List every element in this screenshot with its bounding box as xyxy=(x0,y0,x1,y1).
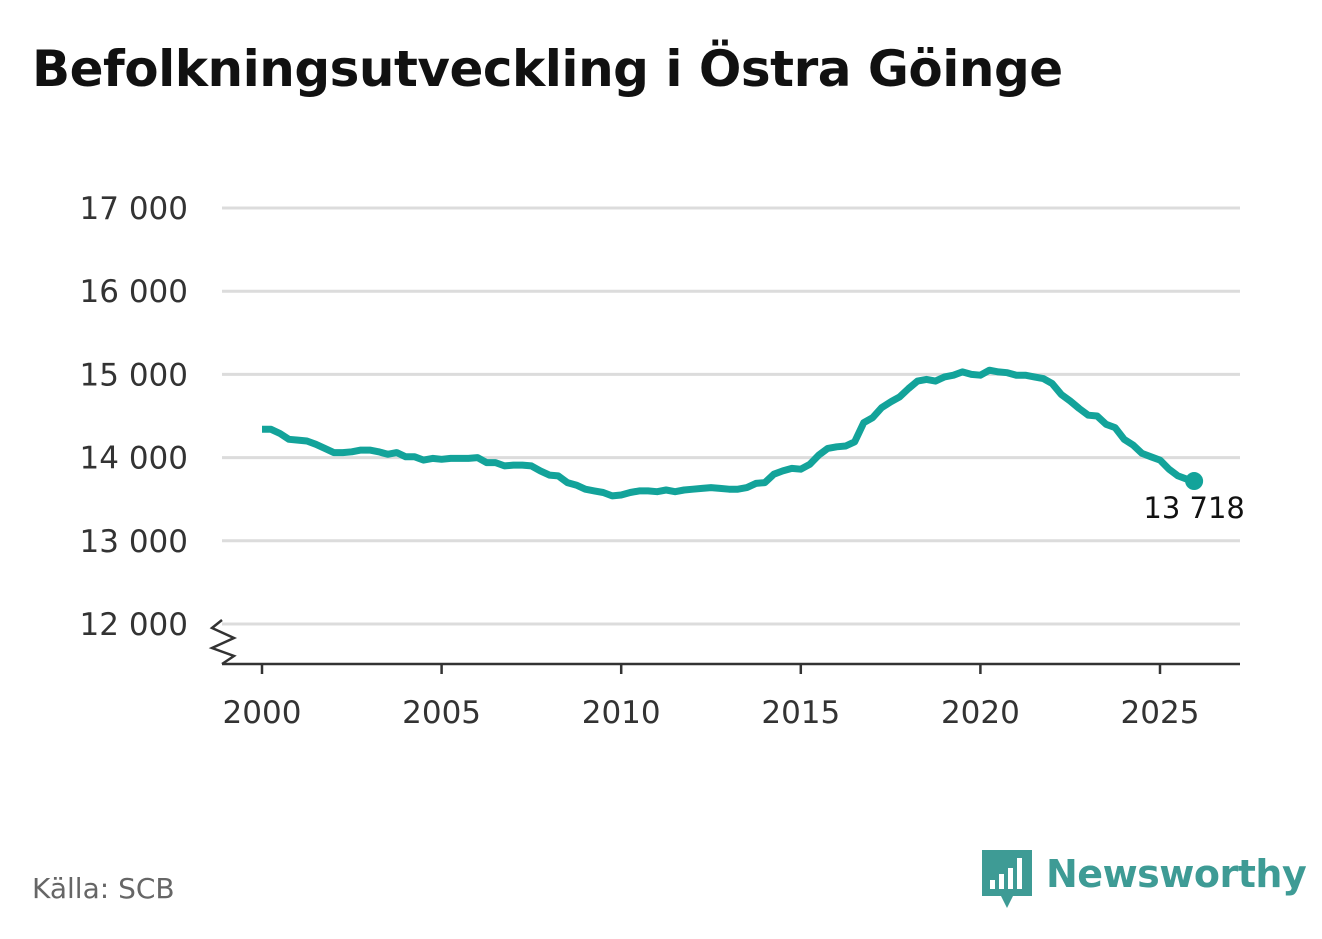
axis-break-icon xyxy=(208,619,238,666)
chart-title: Befolkningsutveckling i Östra Göinge xyxy=(32,40,1063,98)
x-tick-label: 2025 xyxy=(1121,695,1200,731)
x-tick-label: 2015 xyxy=(761,695,840,731)
y-tick-label: 12 000 xyxy=(80,607,188,643)
end-point-marker xyxy=(1185,472,1204,491)
series-line xyxy=(262,366,1195,500)
x-tick-label: 2000 xyxy=(223,695,302,731)
y-tick-label: 13 000 xyxy=(80,524,188,560)
plot-area: 13 718 xyxy=(262,366,1245,525)
brand-logo: Newsworthy xyxy=(980,848,1307,912)
end-value-label: 13 718 xyxy=(1143,491,1244,525)
y-tick-label: 14 000 xyxy=(80,441,188,477)
newsworthy-logo-icon xyxy=(982,850,1032,908)
source-label: Källa: SCB xyxy=(32,872,175,905)
x-tick-label: 2010 xyxy=(582,695,661,731)
y-tick-label: 16 000 xyxy=(80,274,188,310)
x-axis-tick-labels: 2000 2005 2010 2015 2020 2025 xyxy=(223,695,1200,731)
gridlines xyxy=(222,206,1240,626)
y-tick-label: 15 000 xyxy=(80,357,188,393)
x-tick-label: 2005 xyxy=(402,695,481,731)
x-axis xyxy=(208,619,1240,674)
y-axis-tick-labels: 12 000 13 000 14 000 15 000 16 000 17 000 xyxy=(80,191,188,643)
x-tick-label: 2020 xyxy=(941,695,1020,731)
brand-name: Newsworthy xyxy=(1046,852,1307,896)
y-tick-label: 17 000 xyxy=(80,191,188,227)
